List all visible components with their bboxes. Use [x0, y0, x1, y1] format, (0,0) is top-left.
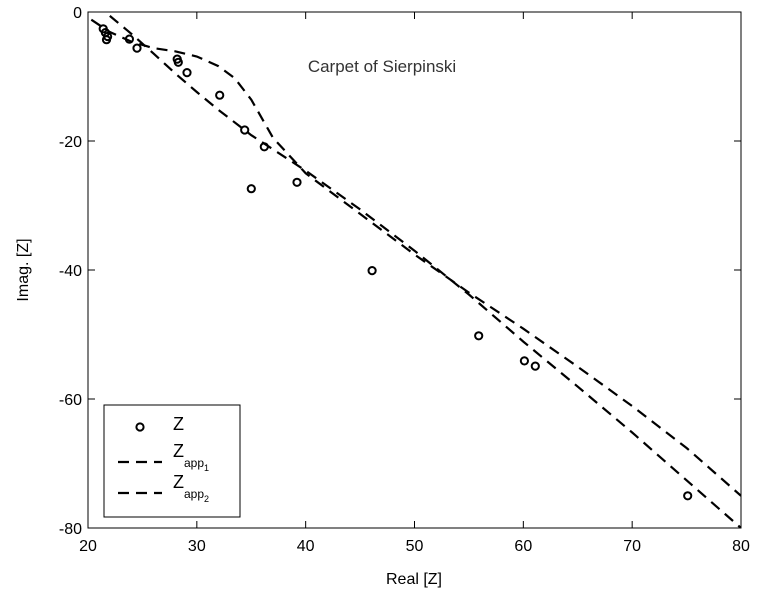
data-point	[101, 35, 112, 45]
data-point	[173, 57, 183, 67]
data-point	[182, 68, 192, 78]
x-tick-label: 20	[79, 538, 97, 555]
series-3-line	[109, 15, 741, 528]
data-point	[132, 43, 142, 53]
x-axis-title: Real [Z]	[386, 571, 442, 588]
y-tick-label: -80	[59, 521, 82, 538]
legend-entry-label: Z	[173, 414, 184, 434]
x-tick-label: 40	[297, 538, 315, 555]
y-tick-label: -40	[59, 263, 82, 280]
data-point	[246, 184, 256, 194]
x-tick-label: 50	[406, 538, 424, 555]
axis-ticks: 20 30 40 50 60 70 80 0 -20 -40 -60 -80	[59, 5, 750, 555]
data-point	[530, 361, 540, 371]
data-point	[292, 177, 302, 187]
x-tick-label: 60	[514, 538, 532, 555]
data-point	[474, 331, 484, 341]
data-point	[367, 266, 377, 276]
x-tick-label: 80	[732, 538, 750, 555]
y-tick-label: -60	[59, 392, 82, 409]
x-tick-label: 70	[623, 538, 641, 555]
y-tick-label: 0	[73, 5, 82, 22]
x-tick-label: 30	[188, 538, 206, 555]
y-axis-title: Imag. [Z]	[15, 238, 32, 301]
data-point	[683, 491, 693, 501]
legend-marker-sample	[135, 422, 145, 432]
data-point	[519, 356, 530, 366]
data-point	[240, 125, 250, 135]
plot-annotation: Carpet of Sierpinski	[308, 57, 456, 76]
plot-marks	[90, 15, 741, 528]
y-tick-label: -20	[59, 134, 82, 151]
data-point	[215, 90, 225, 100]
